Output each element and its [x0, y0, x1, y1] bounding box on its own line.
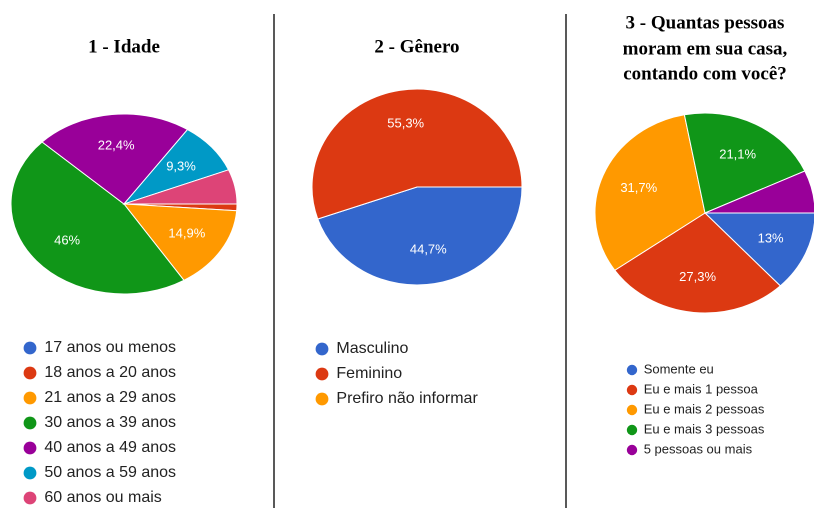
slice-label: 22,4%	[98, 137, 135, 152]
legend-marker	[626, 364, 638, 376]
chart-title: moram em sua casa,	[623, 38, 788, 59]
legend-marker	[626, 404, 638, 416]
pie-slice	[41, 113, 189, 205]
legend-label: Eu e mais 3 pessoas	[644, 421, 765, 436]
chart-title: 3 - Quantas pessoas	[626, 12, 785, 33]
legend-label: 30 anos a 39 anos	[44, 414, 176, 431]
legend-marker	[23, 466, 37, 480]
slice-label: 55,3%	[387, 116, 424, 131]
pie-slice	[122, 203, 238, 281]
legend-label: 17 anos ou menos	[44, 339, 176, 356]
chart-title: 1 - Idade	[88, 36, 160, 57]
legend-marker	[23, 491, 37, 505]
legend-label: 5 pessoas ou mais	[644, 441, 753, 456]
legend-marker	[315, 392, 329, 406]
pie-slice	[683, 112, 806, 214]
legend-marker	[626, 384, 638, 396]
slice-label: 21,1%	[719, 147, 756, 162]
chart-title: contando com você?	[623, 63, 787, 84]
pie-slice	[123, 169, 238, 205]
legend-marker	[315, 342, 329, 356]
legend-label: 50 anos a 59 anos	[44, 464, 176, 481]
slice-label: 46%	[54, 232, 80, 247]
legend-label: Eu e mais 1 pessoa	[644, 381, 759, 396]
legend-label: 18 anos a 20 anos	[44, 364, 176, 381]
legend-label: Somente eu	[644, 361, 714, 376]
chart-title: 2 - Gênero	[374, 36, 459, 57]
legend-marker	[626, 444, 638, 456]
legend-label: 21 anos a 29 anos	[44, 389, 176, 406]
legend-marker	[626, 424, 638, 436]
slice-label: 27,3%	[679, 269, 716, 284]
slice-label: 9,3%	[166, 159, 196, 174]
pie-slice	[594, 114, 706, 271]
legend-marker	[23, 341, 37, 355]
slice-label: 14,9%	[168, 226, 205, 241]
legend-label: Prefiro não informar	[336, 390, 478, 407]
legend-label: 40 anos a 49 anos	[44, 439, 176, 456]
pie-slice	[704, 170, 814, 214]
pie-slice	[10, 141, 185, 295]
pie-slice	[614, 212, 782, 314]
slice-label: 31,7%	[620, 180, 657, 195]
pie-slice	[317, 186, 523, 286]
legend-marker	[23, 366, 37, 380]
legend-label: Feminino	[336, 365, 402, 382]
pie-slice	[703, 212, 814, 287]
slice-label: 13%	[758, 230, 784, 245]
legend-label: 60 anos ou mais	[44, 489, 161, 506]
legend-marker	[23, 441, 37, 455]
legend-marker	[315, 367, 329, 381]
slice-label: 44,7%	[410, 241, 447, 256]
legend-marker	[23, 391, 37, 405]
legend-label: Eu e mais 2 pessoas	[644, 401, 765, 416]
legend-label: Masculino	[336, 340, 408, 357]
legend-marker	[23, 416, 37, 430]
